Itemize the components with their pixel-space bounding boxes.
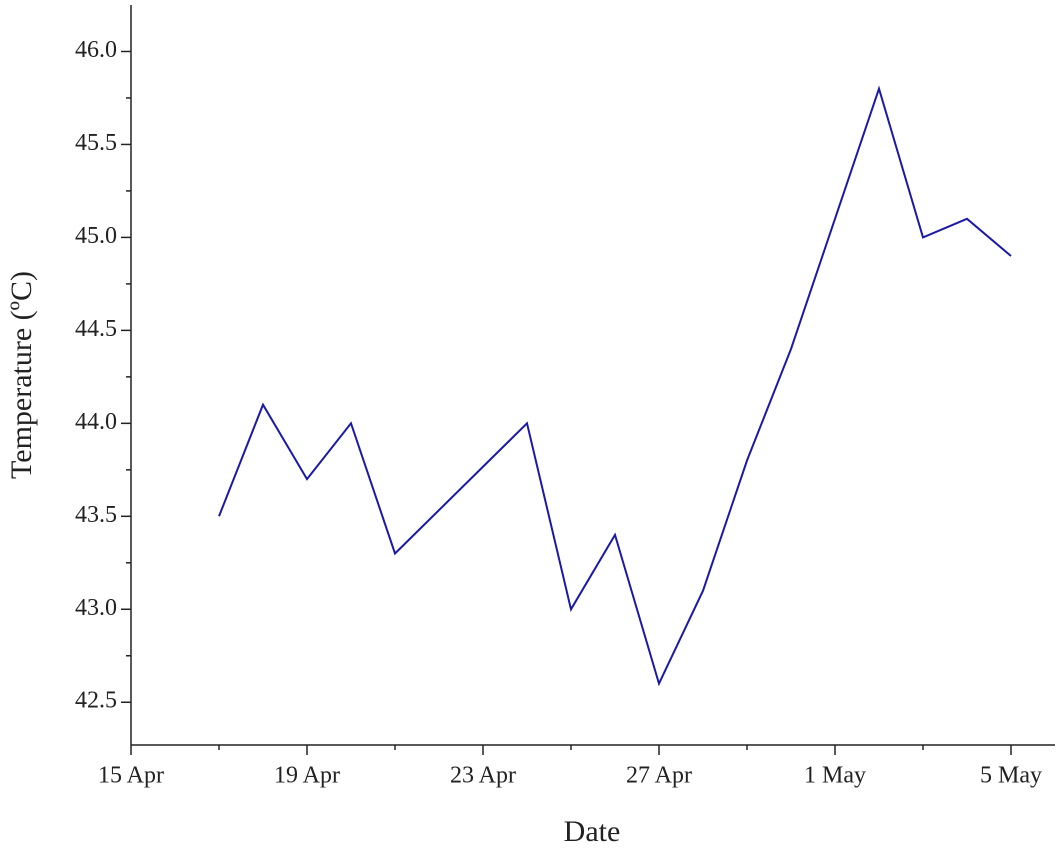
x-tick-label: 19 Apr [274, 763, 340, 789]
y-axis-title: Temperature (ºC) [5, 271, 38, 479]
y-tick-label: 44.5 [75, 316, 117, 342]
y-tick-label: 42.5 [75, 688, 117, 714]
y-tick-label: 43.0 [75, 595, 117, 621]
x-tick-label: 5 May [980, 763, 1042, 789]
x-axis-title: Date [564, 815, 621, 848]
y-tick-label: 45.0 [75, 223, 117, 249]
x-tick-label: 15 Apr [98, 763, 164, 789]
x-tick-label: 27 Apr [626, 763, 692, 789]
y-tick-label: 43.5 [75, 502, 117, 528]
y-tick-label: 46.0 [75, 37, 117, 63]
y-tick-label: 45.5 [75, 130, 117, 156]
x-tick-label: 23 Apr [450, 763, 516, 789]
y-tick-label: 44.0 [75, 409, 117, 435]
data-line [218, 85, 1012, 687]
x-tick-label: 1 May [804, 763, 866, 789]
